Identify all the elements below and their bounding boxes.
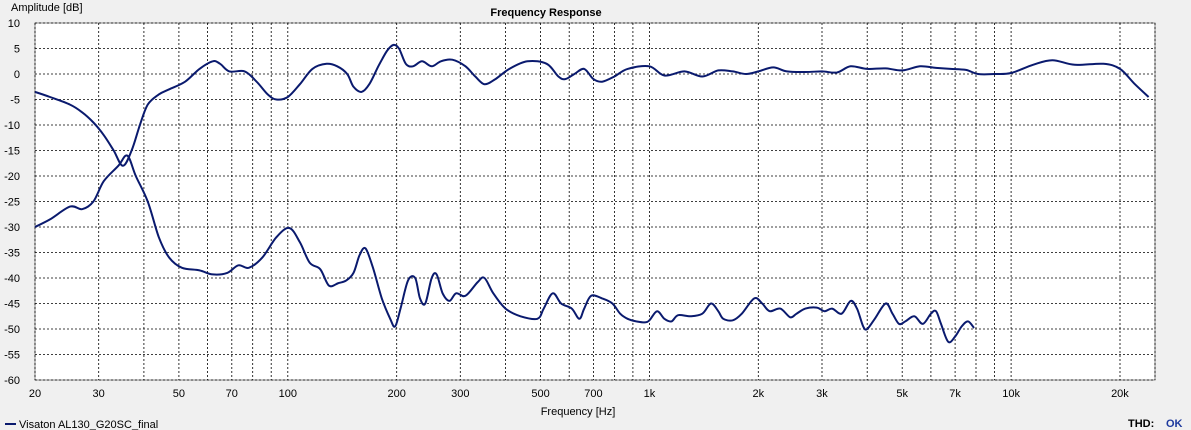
x-tick-label: 100 bbox=[279, 388, 297, 400]
x-tick-label: 3k bbox=[816, 388, 828, 400]
x-tick-label: 200 bbox=[387, 388, 405, 400]
x-tick-label: 20k bbox=[1111, 388, 1129, 400]
x-tick-label: 1k bbox=[644, 388, 656, 400]
x-tick-label: 30 bbox=[93, 388, 105, 400]
x-axis-ticks: 20 30 50 70 100 200 300 500 700 1k 2k 3k 5k 7k 10k 20k bbox=[29, 388, 1129, 400]
y-tick-label: -60 bbox=[4, 375, 20, 387]
y-tick-label: 5 bbox=[14, 44, 20, 56]
y-tick-label: -50 bbox=[4, 324, 20, 336]
series-line-distortion bbox=[34, 154, 975, 344]
x-tick-label: 2k bbox=[752, 388, 764, 400]
y-tick-label: -35 bbox=[4, 248, 20, 260]
x-tick-label: 700 bbox=[584, 388, 602, 400]
legend-label: Visaton AL130_G20SC_final bbox=[19, 419, 158, 430]
x-axis-label: Frequency [Hz] bbox=[541, 406, 616, 418]
y-axis-ticks: 10 5 0 -5 -10 -15 -20 -25 -30 -35 -40 -45 -50 -55 -60 bbox=[4, 18, 20, 387]
x-tick-label: 50 bbox=[173, 388, 185, 400]
y-tick-label: -40 bbox=[4, 273, 20, 285]
y-tick-label: -55 bbox=[4, 350, 20, 362]
data-curves bbox=[34, 43, 1150, 344]
y-tick-label: -20 bbox=[4, 171, 20, 183]
y-axis-label: Amplitude [dB] bbox=[11, 2, 83, 14]
y-tick-label: -5 bbox=[10, 95, 20, 107]
y-tick-label: 0 bbox=[14, 69, 20, 81]
y-tick-label: -10 bbox=[4, 120, 20, 132]
x-tick-label: 500 bbox=[531, 388, 549, 400]
x-tick-label: 5k bbox=[896, 388, 908, 400]
y-tick-label: 10 bbox=[8, 18, 20, 30]
y-tick-label: -25 bbox=[4, 197, 20, 209]
x-tick-label: 20 bbox=[29, 388, 41, 400]
series-line-frequency-response bbox=[34, 43, 1150, 167]
grid-lines bbox=[34, 22, 1156, 381]
x-tick-label: 10k bbox=[1002, 388, 1020, 400]
thd-status: OK bbox=[1166, 418, 1183, 430]
x-tick-label: 300 bbox=[451, 388, 469, 400]
y-tick-label: -30 bbox=[4, 222, 20, 234]
y-tick-label: -15 bbox=[4, 146, 20, 158]
x-tick-label: 70 bbox=[226, 388, 238, 400]
y-tick-label: -45 bbox=[4, 299, 20, 311]
thd-label: THD: bbox=[1128, 418, 1154, 430]
chart-title: Frequency Response bbox=[490, 7, 601, 19]
x-tick-label: 7k bbox=[949, 388, 961, 400]
